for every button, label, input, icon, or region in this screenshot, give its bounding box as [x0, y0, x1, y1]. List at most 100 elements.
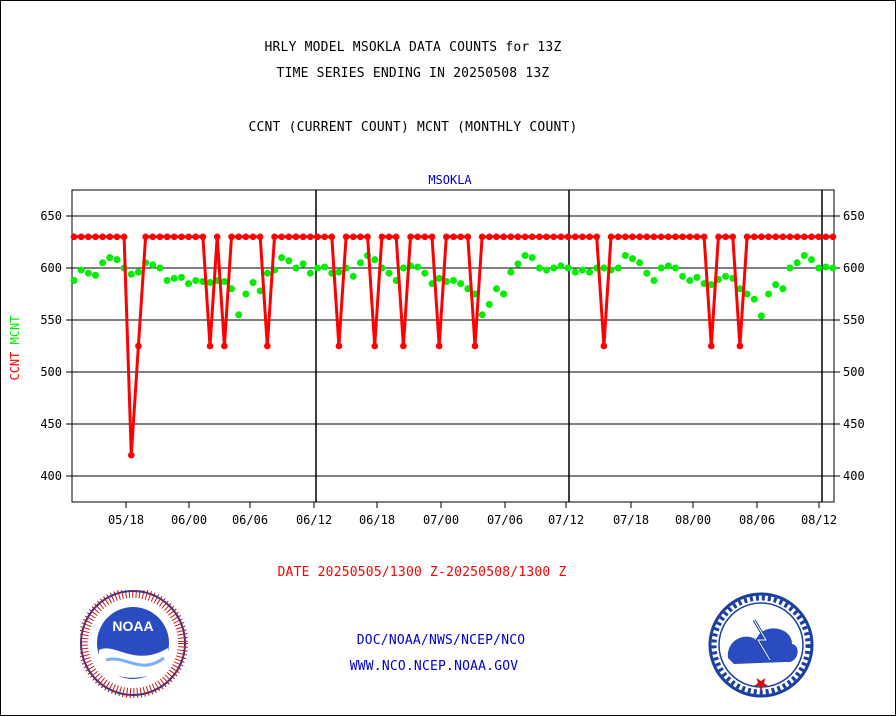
- ccnt-point: [593, 233, 601, 241]
- mcnt-point: [800, 252, 808, 260]
- mcnt-point: [750, 295, 758, 303]
- mcnt-point: [736, 285, 744, 293]
- ccnt-point: [471, 342, 479, 350]
- ccnt-point: [371, 342, 379, 350]
- ccnt-point: [428, 233, 436, 241]
- mcnt-point: [808, 256, 816, 264]
- ccnt-point: [206, 342, 214, 350]
- ccnt-point: [779, 233, 787, 241]
- ccnt-point: [414, 233, 421, 241]
- mcnt-point: [106, 254, 114, 262]
- ccnt-point: [571, 233, 579, 241]
- ccnt-point: [643, 233, 651, 241]
- mcnt-point: [507, 268, 515, 276]
- mcnt-point: [629, 255, 637, 263]
- mcnt-point: [306, 269, 314, 277]
- ccnt-point: [228, 233, 235, 241]
- ccnt-point: [586, 233, 593, 241]
- ccnt-point: [178, 233, 185, 241]
- y-axis-label: CCNT MCNT: [8, 315, 22, 380]
- ccnt-point: [443, 233, 450, 241]
- x-tick-label: 05/18: [108, 513, 144, 527]
- ccnt-point: [185, 233, 192, 241]
- mcnt-point: [621, 252, 629, 260]
- panel-title: MSOKLA: [428, 173, 472, 187]
- ccnt-point: [306, 233, 314, 241]
- ccnt-point: [249, 233, 257, 241]
- ccnt-point: [500, 233, 507, 241]
- mcnt-point: [177, 273, 185, 281]
- labels-layer: 400 400 450 450 500 500 550 550 600 600 650 650 05/1…: [8, 173, 865, 527]
- ccnt-point: [242, 233, 250, 241]
- x-tick-label: 07/12: [548, 513, 584, 527]
- mcnt-point: [399, 264, 407, 272]
- ccnt-point: [349, 233, 357, 241]
- mcnt-point: [471, 290, 479, 298]
- mcnt-point: [228, 285, 236, 293]
- mcnt-point: [242, 290, 250, 298]
- ccnt-point: [435, 342, 443, 350]
- ccnt-point: [707, 342, 715, 350]
- ccnt-point: [328, 233, 336, 241]
- ccnt-point: [815, 233, 822, 241]
- ccnt-point: [665, 233, 672, 241]
- org-path-link[interactable]: DOC/NOAA/NWS/NCEP/NCO: [356, 633, 526, 648]
- ccnt-point: [672, 233, 679, 241]
- ccnt-point: [213, 233, 221, 241]
- ccnt-point: [700, 233, 708, 241]
- mcnt-point: [722, 272, 730, 280]
- y-label-mcnt: MCNT: [8, 315, 22, 344]
- mcnt-point: [571, 268, 579, 276]
- ccnt-point: [536, 233, 543, 241]
- mcnt-point: [535, 264, 543, 272]
- x-tick-label: 07/18: [613, 513, 649, 527]
- y-tick-label: 500: [40, 365, 62, 379]
- x-tick-label: 06/18: [359, 513, 395, 527]
- ccnt-point: [77, 233, 85, 241]
- mcnt-point: [528, 254, 536, 262]
- ccnt-point: [357, 233, 364, 241]
- mcnt-point: [99, 259, 107, 267]
- ccnt-point: [636, 233, 643, 241]
- ccnt-point: [457, 233, 464, 241]
- website-link[interactable]: WWW.NCO.NCEP.NOAA.GOV: [349, 659, 519, 674]
- mcnt-point: [657, 264, 665, 272]
- ccnt-point: [657, 233, 665, 241]
- mcnt-point: [127, 270, 135, 278]
- ccnt-point: [722, 233, 729, 241]
- ccnt-point: [822, 233, 830, 241]
- y-tick-label-right: 600: [843, 261, 865, 275]
- date-range-label: DATE 20250505/1300 Z-20250508/1300 Z: [277, 565, 567, 580]
- x-tick-label: 08/12: [801, 513, 837, 527]
- ccnt-point: [793, 233, 801, 241]
- mcnt-point: [779, 285, 787, 293]
- ccnt-point: [335, 342, 343, 350]
- ccnt-point: [614, 233, 622, 241]
- y-tick-label-right: 400: [843, 469, 865, 483]
- x-tick-label: 06/12: [296, 513, 332, 527]
- mcnt-point: [492, 285, 500, 293]
- mcnt-point: [600, 264, 608, 272]
- ccnt-point: [285, 233, 293, 241]
- ccnt-point: [235, 233, 242, 241]
- y-tick-label: 650: [40, 209, 62, 223]
- ccnt-point: [70, 233, 78, 241]
- mcnt-point: [586, 268, 594, 276]
- mcnt-point: [134, 268, 142, 276]
- y-tick-label: 550: [40, 313, 62, 327]
- ccnt-point: [163, 233, 171, 241]
- ccnt-point: [564, 233, 572, 241]
- mcnt-point: [671, 264, 679, 272]
- mcnt-point: [77, 266, 85, 274]
- ccnt-point: [729, 233, 737, 241]
- y-tick-label: 400: [40, 469, 62, 483]
- ccnt-point: [392, 233, 400, 241]
- mcnt-point: [450, 276, 457, 284]
- ccnt-point: [786, 233, 794, 241]
- x-tick-label: 07/06: [487, 513, 523, 527]
- ccnt-point: [486, 233, 493, 241]
- ccnt-point: [421, 233, 429, 241]
- ccnt-point: [736, 342, 744, 350]
- mcnt-point: [793, 259, 801, 267]
- mcnt-point: [578, 266, 586, 274]
